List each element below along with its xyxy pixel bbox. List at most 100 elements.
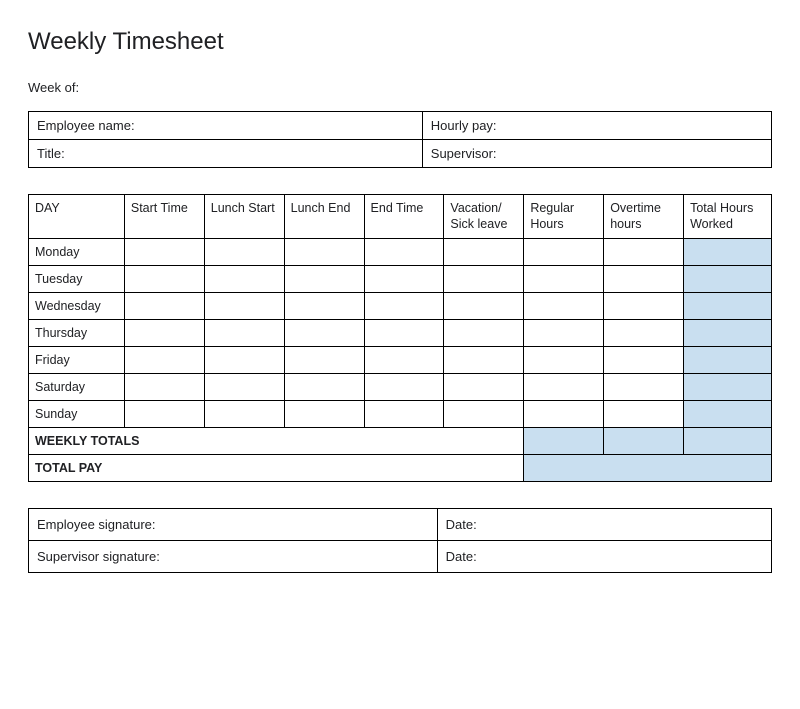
supervisor-signature-date-cell[interactable]: Date: — [437, 541, 771, 573]
total-pay-row: TOTAL PAY — [29, 455, 772, 482]
weekly-total-hours[interactable] — [684, 428, 772, 455]
timesheet-cell[interactable] — [604, 320, 684, 347]
timesheet-cell[interactable] — [684, 320, 772, 347]
day-cell: Wednesday — [29, 293, 125, 320]
timesheet-cell[interactable] — [364, 239, 444, 266]
timesheet-cell[interactable] — [124, 374, 204, 401]
table-row: Supervisor signature: Date: — [29, 541, 772, 573]
timesheet-cell[interactable] — [284, 239, 364, 266]
employee-signature-date-cell[interactable]: Date: — [437, 509, 771, 541]
timesheet-cell[interactable] — [524, 293, 604, 320]
timesheet-cell[interactable] — [684, 401, 772, 428]
timesheet-cell[interactable] — [524, 347, 604, 374]
timesheet-cell[interactable] — [364, 401, 444, 428]
timesheet-cell[interactable] — [604, 401, 684, 428]
timesheet-cell[interactable] — [204, 239, 284, 266]
weekly-total-overtime[interactable] — [604, 428, 684, 455]
timesheet-cell[interactable] — [444, 293, 524, 320]
col-lunch-end: Lunch End — [284, 195, 364, 239]
table-row: Wednesday — [29, 293, 772, 320]
timesheet-cell[interactable] — [204, 266, 284, 293]
timesheet-cell[interactable] — [204, 401, 284, 428]
timesheet-cell[interactable] — [284, 401, 364, 428]
timesheet-cell[interactable] — [124, 347, 204, 374]
timesheet-cell[interactable] — [284, 320, 364, 347]
timesheet-cell[interactable] — [604, 266, 684, 293]
timesheet-cell[interactable] — [364, 266, 444, 293]
day-cell: Sunday — [29, 401, 125, 428]
weekly-totals-row: WEEKLY TOTALS — [29, 428, 772, 455]
table-row: Thursday — [29, 320, 772, 347]
timesheet-cell[interactable] — [204, 374, 284, 401]
timesheet-cell[interactable] — [284, 374, 364, 401]
table-row: Tuesday — [29, 266, 772, 293]
weekly-total-regular[interactable] — [524, 428, 604, 455]
employee-name-cell[interactable]: Employee name: — [29, 112, 423, 140]
timesheet-cell[interactable] — [604, 293, 684, 320]
timesheet-cell[interactable] — [604, 347, 684, 374]
timesheet-cell[interactable] — [444, 374, 524, 401]
timesheet-cell[interactable] — [444, 266, 524, 293]
timesheet-header-row: DAY Start Time Lunch Start Lunch End End… — [29, 195, 772, 239]
col-total-hours: Total Hours Worked — [684, 195, 772, 239]
timesheet-cell[interactable] — [444, 320, 524, 347]
timesheet-cell[interactable] — [444, 347, 524, 374]
title-cell[interactable]: Title: — [29, 140, 423, 168]
employee-info-table: Employee name: Hourly pay: Title: Superv… — [28, 111, 772, 168]
timesheet-cell[interactable] — [524, 239, 604, 266]
timesheet-cell[interactable] — [684, 266, 772, 293]
timesheet-cell[interactable] — [124, 266, 204, 293]
timesheet-cell[interactable] — [524, 320, 604, 347]
timesheet-table: DAY Start Time Lunch Start Lunch End End… — [28, 194, 772, 482]
timesheet-cell[interactable] — [124, 239, 204, 266]
timesheet-cell[interactable] — [284, 266, 364, 293]
col-regular-hours: Regular Hours — [524, 195, 604, 239]
timesheet-cell[interactable] — [444, 401, 524, 428]
timesheet-cell[interactable] — [524, 266, 604, 293]
timesheet-cell[interactable] — [124, 401, 204, 428]
col-day: DAY — [29, 195, 125, 239]
timesheet-cell[interactable] — [204, 293, 284, 320]
hourly-pay-cell[interactable]: Hourly pay: — [422, 112, 771, 140]
timesheet-cell[interactable] — [364, 320, 444, 347]
timesheet-cell[interactable] — [684, 374, 772, 401]
day-cell: Monday — [29, 239, 125, 266]
col-lunch-start: Lunch Start — [204, 195, 284, 239]
table-row: Monday — [29, 239, 772, 266]
timesheet-cell[interactable] — [524, 374, 604, 401]
signature-table: Employee signature: Date: Supervisor sig… — [28, 508, 772, 573]
day-cell: Saturday — [29, 374, 125, 401]
timesheet-cell[interactable] — [684, 347, 772, 374]
col-start-time: Start Time — [124, 195, 204, 239]
supervisor-signature-cell[interactable]: Supervisor signature: — [29, 541, 438, 573]
day-cell: Thursday — [29, 320, 125, 347]
employee-signature-cell[interactable]: Employee signature: — [29, 509, 438, 541]
table-row: Employee name: Hourly pay: — [29, 112, 772, 140]
timesheet-cell[interactable] — [364, 374, 444, 401]
table-row: Friday — [29, 347, 772, 374]
timesheet-cell[interactable] — [284, 293, 364, 320]
timesheet-cell[interactable] — [364, 347, 444, 374]
supervisor-cell[interactable]: Supervisor: — [422, 140, 771, 168]
weekly-totals-label: WEEKLY TOTALS — [29, 428, 524, 455]
timesheet-cell[interactable] — [604, 374, 684, 401]
timesheet-cell[interactable] — [684, 293, 772, 320]
timesheet-cell[interactable] — [524, 401, 604, 428]
timesheet-cell[interactable] — [364, 293, 444, 320]
timesheet-cell[interactable] — [204, 320, 284, 347]
day-cell: Friday — [29, 347, 125, 374]
timesheet-cell[interactable] — [204, 347, 284, 374]
timesheet-cell[interactable] — [444, 239, 524, 266]
timesheet-cell[interactable] — [604, 239, 684, 266]
timesheet-cell[interactable] — [124, 293, 204, 320]
total-pay-value[interactable] — [524, 455, 772, 482]
table-row: Sunday — [29, 401, 772, 428]
col-vacation-sick: Vacation/ Sick leave — [444, 195, 524, 239]
timesheet-cell[interactable] — [684, 239, 772, 266]
total-pay-label: TOTAL PAY — [29, 455, 524, 482]
table-row: Employee signature: Date: — [29, 509, 772, 541]
timesheet-cell[interactable] — [284, 347, 364, 374]
day-cell: Tuesday — [29, 266, 125, 293]
table-row: Title: Supervisor: — [29, 140, 772, 168]
timesheet-cell[interactable] — [124, 320, 204, 347]
